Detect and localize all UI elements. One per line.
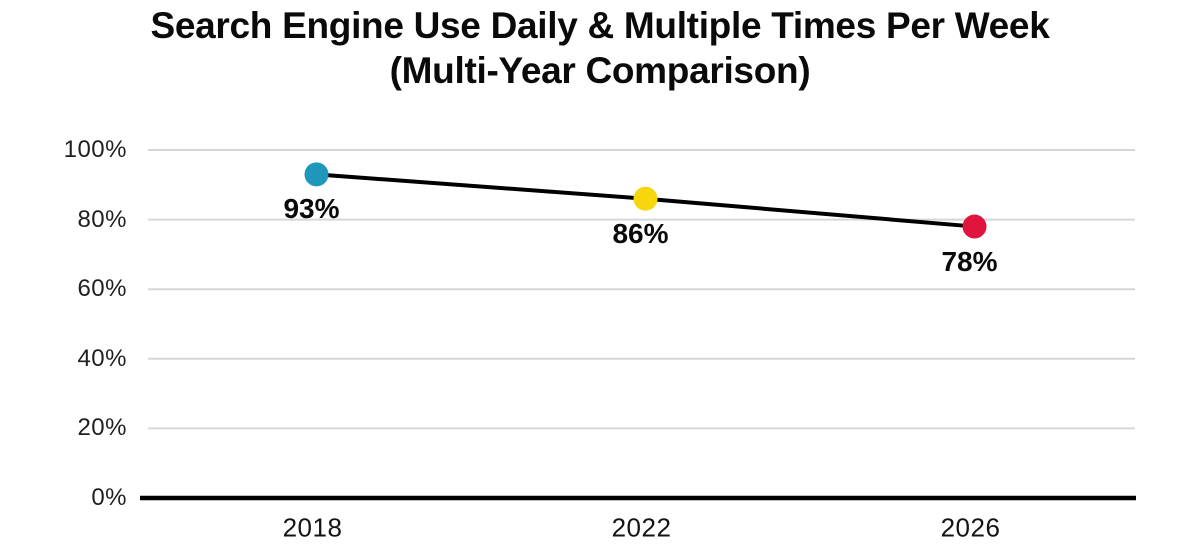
y-tick-label-20: 20% <box>77 414 127 442</box>
chart-title-line1: Search Engine Use Daily & Multiple Times… <box>150 5 1050 46</box>
y-tick-label-60: 60% <box>77 275 127 303</box>
data-point-2022 <box>633 186 658 211</box>
x-tick-label-2022: 2022 <box>611 512 672 543</box>
data-label-2018: 93% <box>283 193 340 225</box>
y-tick-label-0: 0% <box>91 484 127 511</box>
chart-title: Search Engine Use Daily & Multiple Times… <box>0 3 1200 93</box>
chart-title-line2: (Multi-Year Comparison) <box>389 50 811 92</box>
data-point-2026 <box>962 214 987 239</box>
data-point-2018 <box>304 162 329 187</box>
y-tick-label-40: 40% <box>77 344 127 372</box>
y-tick-label-100: 100% <box>63 136 127 163</box>
x-tick-label-2018: 2018 <box>282 512 343 543</box>
y-tick-label-80: 80% <box>77 205 127 233</box>
data-label-2026: 78% <box>941 245 998 277</box>
data-label-2022: 86% <box>612 217 669 249</box>
x-tick-label-2026: 2026 <box>940 512 1001 543</box>
